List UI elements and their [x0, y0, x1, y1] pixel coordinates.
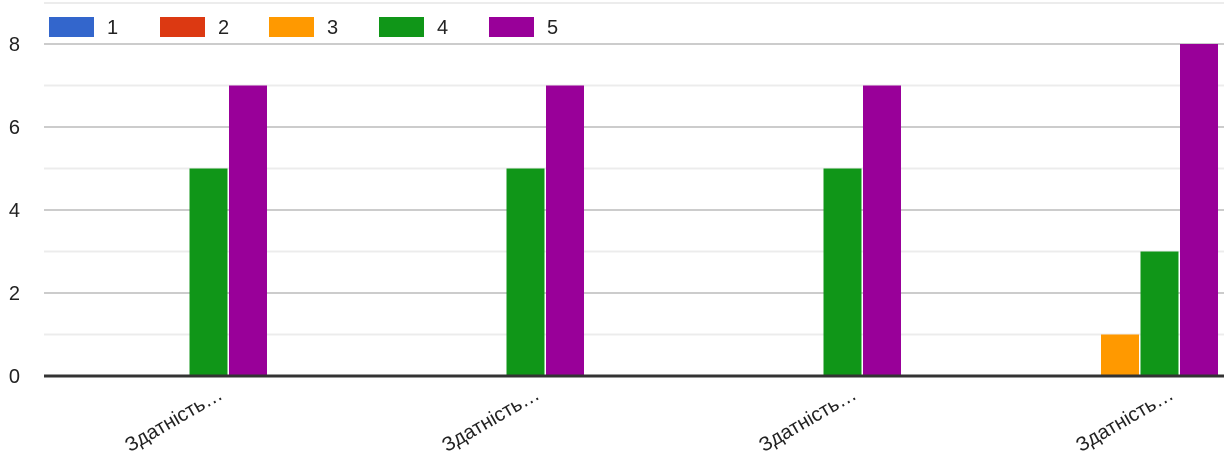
x-category-label: Здатність… — [121, 383, 226, 456]
y-tick-label: 0 — [9, 366, 20, 388]
bar-series-5 — [546, 85, 584, 376]
legend-label-3: 3 — [327, 17, 338, 39]
bars — [189, 44, 1218, 376]
y-tick-label: 2 — [9, 283, 20, 305]
legend-label-4: 4 — [437, 17, 448, 39]
x-category-label: Здатність… — [1072, 383, 1177, 456]
legend-label-2: 2 — [218, 17, 229, 39]
bar-series-5 — [863, 85, 901, 376]
bar-series-4 — [506, 168, 545, 376]
legend-swatch-1 — [49, 17, 94, 37]
x-category-label: Здатність… — [755, 383, 860, 456]
x-category-label: Здатність… — [438, 383, 543, 456]
bar-series-4 — [189, 168, 228, 376]
y-tick-label: 8 — [9, 34, 20, 56]
legend-label-5: 5 — [547, 17, 558, 39]
legend: 1 2 3 4 5 — [49, 17, 558, 39]
legend-swatch-5 — [489, 17, 534, 37]
y-tick-label: 6 — [9, 117, 20, 139]
legend-swatch-2 — [160, 17, 205, 37]
bar-series-3 — [1101, 334, 1139, 376]
bar-series-4 — [823, 168, 862, 376]
legend-swatch-3 — [269, 17, 314, 37]
legend-swatch-4 — [379, 17, 424, 37]
y-tick-label: 4 — [9, 200, 20, 222]
bar-series-4 — [1140, 251, 1179, 376]
legend-label-1: 1 — [107, 17, 118, 39]
bar-series-5 — [1180, 44, 1218, 376]
bar-series-5 — [229, 85, 267, 376]
